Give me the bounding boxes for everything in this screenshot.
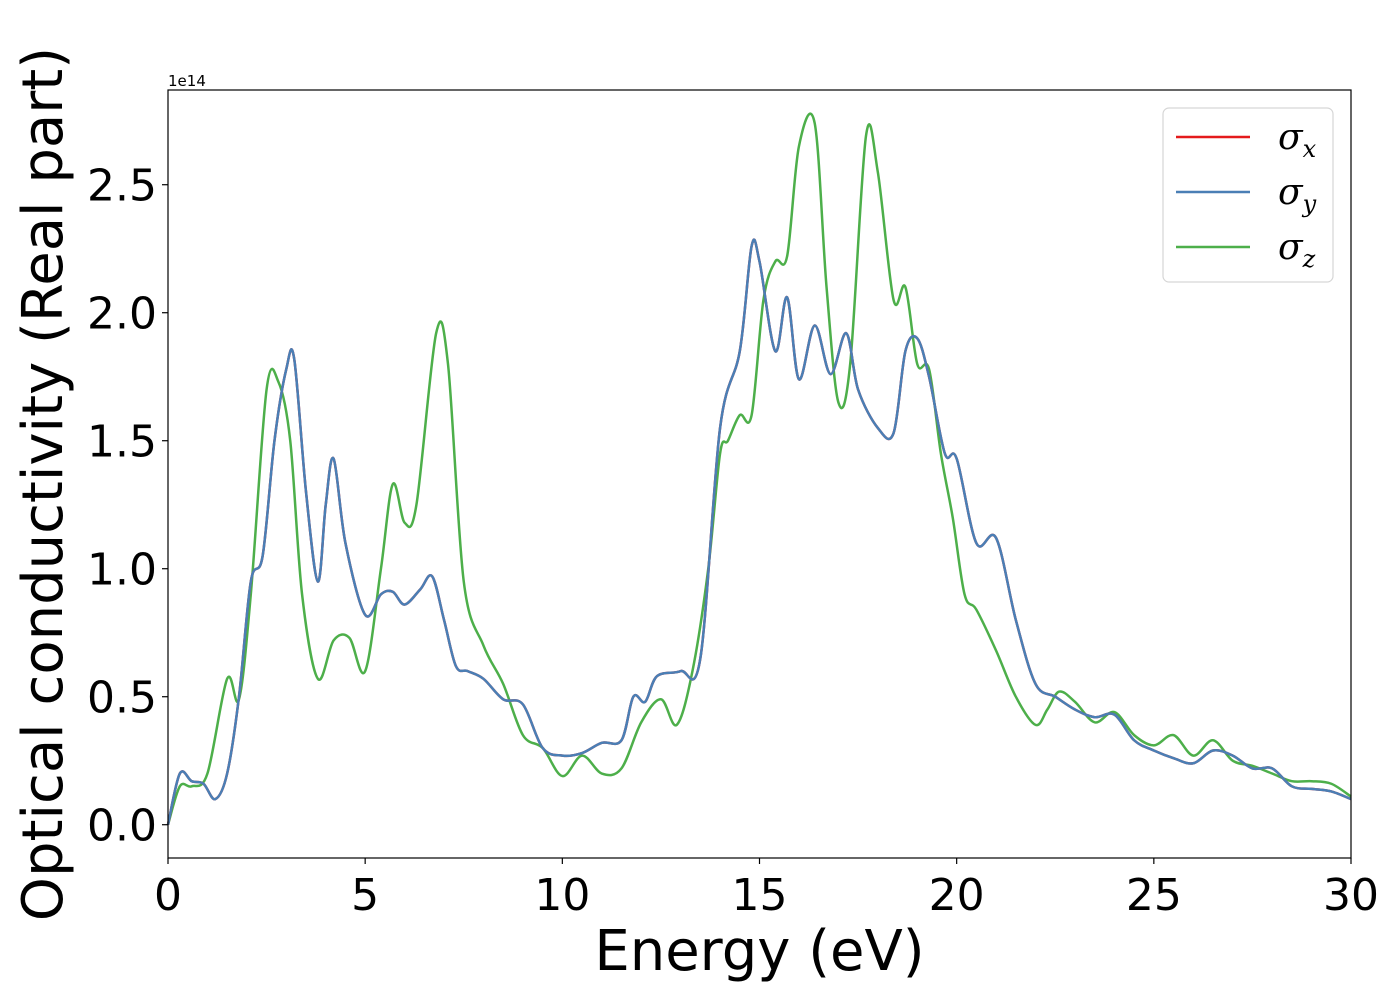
x-tick-label: 15 <box>732 870 788 921</box>
x-tick-label: 5 <box>351 870 379 921</box>
legend-box <box>1162 107 1334 283</box>
x-axis-ticks: 0 5 10 15 20 25 30 <box>154 858 1379 921</box>
y-tick-label: 2.0 <box>87 289 157 340</box>
series-line-y <box>166 238 1352 826</box>
legend-label-y: σy <box>1278 172 1317 218</box>
series-line-z <box>166 112 1352 826</box>
y-offset-label: 1e14 <box>168 72 206 90</box>
x-axis-label: Energy (eV) <box>594 919 924 984</box>
x-tick-label: 20 <box>929 870 985 921</box>
y-axis-label: Optical conductivity (Real part) <box>11 47 76 921</box>
plot-area <box>166 89 1352 859</box>
x-tick-label: 0 <box>154 870 182 921</box>
y-axis-ticks: 0.0 0.5 1.0 1.5 2.0 2.5 <box>87 161 168 852</box>
y-tick-label: 0.0 <box>87 801 157 852</box>
y-tick-label: 1.0 <box>87 545 157 596</box>
y-tick-label: 1.5 <box>87 417 157 468</box>
legend-label-x: σx <box>1278 117 1317 163</box>
y-tick-label: 0.5 <box>87 673 157 724</box>
x-tick-label: 10 <box>534 870 590 921</box>
legend-label-z: σz <box>1278 227 1316 273</box>
x-tick-label: 25 <box>1126 870 1182 921</box>
y-tick-label: 2.5 <box>87 161 157 212</box>
x-tick-label: 30 <box>1323 870 1379 921</box>
legend: σx σy σz <box>1162 107 1334 283</box>
